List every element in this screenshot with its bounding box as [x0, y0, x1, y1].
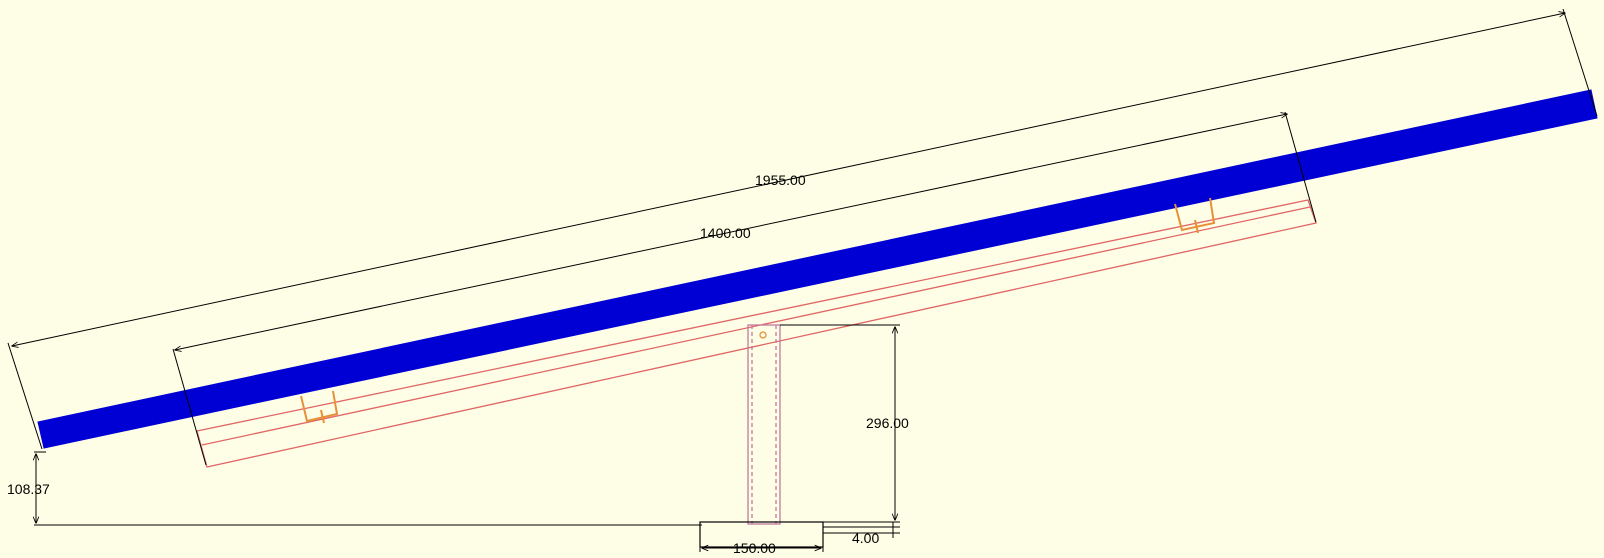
- base-plate-width-dimension: [699, 547, 824, 552]
- base-plate-width-label: 150.00: [733, 540, 776, 553]
- panel-length-label: 1955.00: [755, 172, 806, 188]
- solar-panel: [37, 89, 1598, 449]
- mounting-rail: [196, 199, 1317, 468]
- rail-length-label: 1400.00: [700, 225, 751, 241]
- front-clearance-label: 108.37: [7, 481, 50, 497]
- base-plate-thickness-label: 4.00: [852, 530, 879, 546]
- post-height-label: 296.00: [866, 415, 909, 431]
- left-clamp: [300, 390, 339, 424]
- rail-length-dimension: [172, 111, 1317, 466]
- base-plate-thickness-dimension: [823, 522, 900, 538]
- front-clearance-dimension: [34, 451, 702, 526]
- support-post: [747, 324, 781, 525]
- post-height-dimension: [780, 324, 900, 523]
